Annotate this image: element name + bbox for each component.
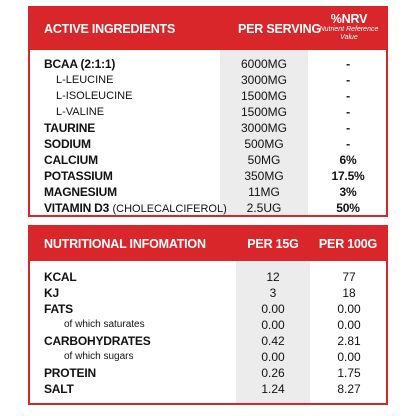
per-serving-heading: PER SERVING — [238, 22, 322, 36]
ingredient-label: POTASSIUM — [44, 169, 113, 183]
per-serving-column-shade — [220, 50, 308, 215]
nutrient-sublabel: of which saturates — [64, 319, 145, 330]
active-ingredients-table: ACTIVE INGREDIENTS PER SERVING %NRV Nutr… — [28, 6, 388, 217]
table-row: FATS 0.00 0.00 — [30, 301, 386, 317]
ingredient-label: L-VALINE — [56, 106, 105, 118]
nrv-value: 6% — [339, 153, 357, 167]
nutritional-information-heading: NUTRITIONAL INFOMATION — [44, 237, 206, 251]
nutrient-sublabel: of which sugars — [64, 351, 134, 362]
nrv-value: 50% — [336, 201, 360, 215]
nrv-value: - — [346, 137, 350, 151]
active-ingredients-heading: ACTIVE INGREDIENTS — [44, 22, 176, 36]
nrv-value: - — [346, 105, 350, 119]
table-row: PROTEIN 0.26 1.75 — [30, 365, 386, 381]
table-row: L-LEUCINE 3000MG - — [30, 72, 386, 88]
ingredient-label-main: VITAMIN D3 — [44, 201, 110, 215]
per-100g-value: 77 — [342, 270, 356, 284]
per-15g-value: 0.00 — [261, 350, 285, 364]
nrv-value: - — [346, 121, 350, 135]
table-row: SALT 1.24 8.27 — [30, 381, 386, 397]
per-100g-value: 0.00 — [337, 350, 361, 364]
ingredient-label-extra: (CHOLECALCIFEROL) — [112, 203, 227, 215]
table-row: KCAL 12 77 — [30, 269, 386, 285]
per-15g-value: 0.42 — [261, 334, 285, 348]
nrv-subheading: Nutrient Reference Value — [308, 26, 390, 42]
ingredient-label: L-LEUCINE — [56, 74, 114, 86]
per-15g-value: 1.24 — [261, 382, 285, 396]
per-serving-value: 2.5UG — [246, 201, 282, 215]
per-serving-value: 3000MG — [240, 73, 288, 87]
table-row: KJ 3 18 — [30, 285, 386, 301]
per-15g-value: 0.26 — [261, 366, 285, 380]
per-100g-value: 0.00 — [337, 302, 361, 316]
nrv-value: - — [346, 73, 350, 87]
per-serving-value: 1500MG — [240, 89, 288, 103]
ingredient-label: L-ISOLEUCINE — [56, 90, 133, 102]
per-serving-value: 500MG — [244, 137, 284, 151]
per-15g-column-shade — [236, 261, 310, 403]
nrv-subheading-line2: Value — [340, 34, 358, 41]
per-15g-value: 3 — [269, 286, 277, 300]
nutrient-label: PROTEIN — [44, 366, 96, 380]
table-row: BCAA (2:1:1) 6000MG - — [30, 56, 386, 72]
table-row: L-ISOLEUCINE 1500MG - — [30, 88, 386, 104]
ingredient-label: CALCIUM — [44, 153, 98, 167]
per-100g-value: 18 — [342, 286, 356, 300]
per-100g-value: 2.81 — [337, 334, 361, 348]
table-row: CALCIUM 50MG 6% — [30, 152, 386, 168]
table-row: CARBOHYDRATES 0.42 2.81 — [30, 333, 386, 349]
table-row: of which saturates 0.00 0.00 — [30, 317, 386, 333]
per-15g-value: 12 — [266, 270, 280, 284]
table-row: SODIUM 500MG - — [30, 136, 386, 152]
nutrient-label: FATS — [44, 302, 73, 316]
nutrient-label: KJ — [44, 286, 59, 300]
nrv-value: - — [346, 57, 350, 71]
ingredient-label: TAURINE — [44, 121, 96, 135]
ingredient-label: MAGNESIUM — [44, 185, 117, 199]
per-15g-value: 0.00 — [261, 302, 285, 316]
nutrient-label: SALT — [44, 382, 74, 396]
active-ingredients-header: ACTIVE INGREDIENTS PER SERVING %NRV Nutr… — [30, 8, 386, 50]
ingredient-label: VITAMIN D3 (CHOLECALCIFEROL) — [44, 200, 227, 217]
per-serving-value: 350MG — [244, 169, 284, 183]
nutritional-information-table: NUTRITIONAL INFOMATION PER 15G PER 100G … — [28, 225, 388, 405]
per-serving-value: 1500MG — [240, 105, 288, 119]
nrv-value: 17.5% — [331, 169, 365, 183]
ingredient-label: BCAA (2:1:1) — [44, 57, 116, 71]
nutrient-label: CARBOHYDRATES — [44, 334, 151, 348]
per-serving-value: 50MG — [247, 153, 281, 167]
nrv-value: - — [346, 89, 350, 103]
per-15g-heading: PER 15G — [247, 237, 299, 251]
per-serving-value: 6000MG — [240, 57, 288, 71]
nutrient-label: KCAL — [44, 270, 77, 284]
table-row: MAGNESIUM 11MG 3% — [30, 184, 386, 200]
per-15g-value: 0.00 — [261, 318, 285, 332]
ingredient-label: SODIUM — [44, 137, 91, 151]
per-100g-value: 8.27 — [337, 382, 361, 396]
table-row: L-VALINE 1500MG - — [30, 104, 386, 120]
per-100g-value: 0.00 — [337, 318, 361, 332]
per-100g-value: 1.75 — [337, 366, 361, 380]
nrv-heading: %NRV — [330, 12, 368, 26]
per-serving-value: 3000MG — [240, 121, 288, 135]
nutritional-information-header: NUTRITIONAL INFOMATION PER 15G PER 100G — [30, 227, 386, 261]
table-row: VITAMIN D3 (CHOLECALCIFEROL) 2.5UG 50% — [30, 200, 386, 216]
table-row: POTASSIUM 350MG 17.5% — [30, 168, 386, 184]
per-100g-heading: PER 100G — [318, 237, 378, 251]
table-row: TAURINE 3000MG - — [30, 120, 386, 136]
nrv-subheading-line1: Nutrient Reference — [319, 26, 379, 33]
nrv-value: 3% — [339, 185, 357, 199]
table-row: of which sugars 0.00 0.00 — [30, 349, 386, 365]
per-serving-value: 11MG — [248, 185, 280, 199]
